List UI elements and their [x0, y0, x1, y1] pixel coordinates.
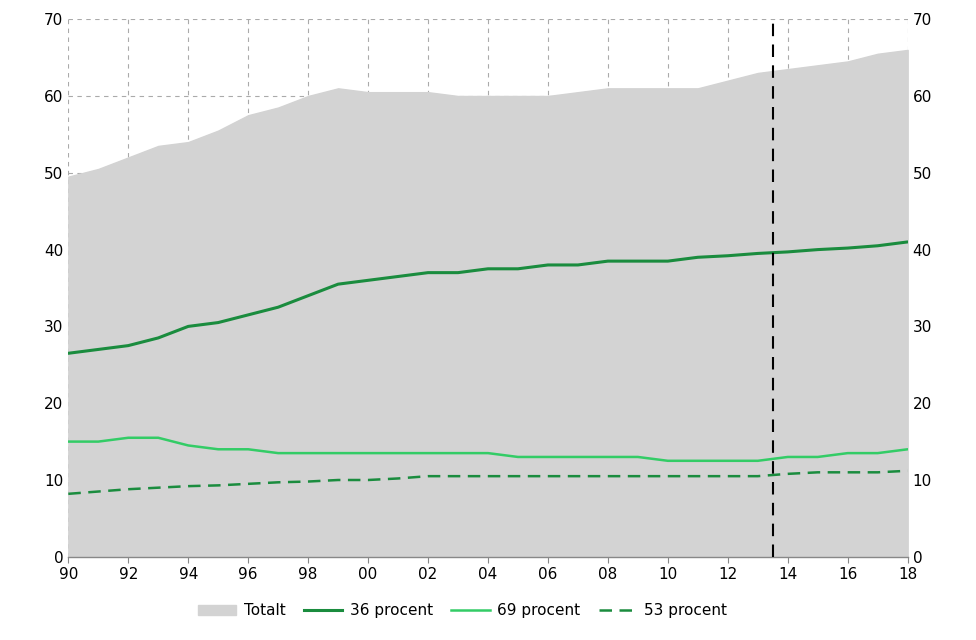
Legend: Totalt, 36 procent, 69 procent, 53 procent: Totalt, 36 procent, 69 procent, 53 proce… [192, 597, 734, 625]
